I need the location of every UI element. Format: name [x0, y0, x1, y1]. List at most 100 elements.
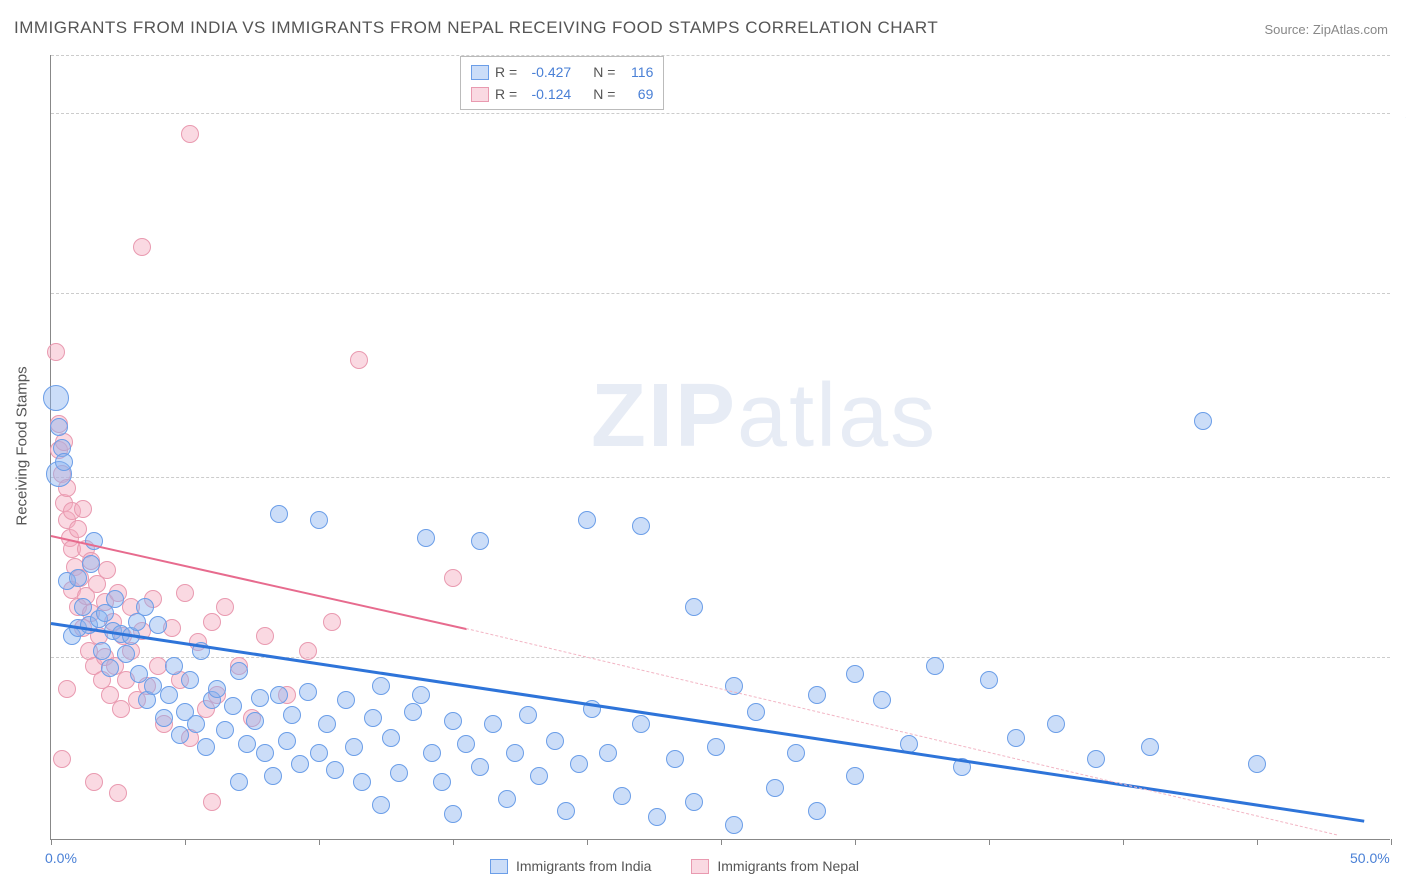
scatter-point	[74, 598, 92, 616]
watermark: ZIPatlas	[591, 365, 937, 468]
scatter-point	[412, 686, 430, 704]
scatter-point	[310, 511, 328, 529]
x-axis-label: 50.0%	[1350, 850, 1390, 866]
scatter-point	[350, 351, 368, 369]
scatter-point	[725, 816, 743, 834]
legend-item-label: Immigrants from Nepal	[717, 858, 859, 874]
y-tick-label: 12.5%	[1395, 469, 1406, 485]
scatter-point	[1047, 715, 1065, 733]
scatter-point	[216, 721, 234, 739]
legend-swatch	[471, 65, 489, 80]
scatter-point	[498, 790, 516, 808]
scatter-point	[251, 689, 269, 707]
scatter-point	[530, 767, 548, 785]
x-tick	[51, 839, 52, 845]
x-tick	[1391, 839, 1392, 845]
scatter-point	[846, 767, 864, 785]
scatter-point	[471, 532, 489, 550]
scatter-point	[980, 671, 998, 689]
legend-bottom: Immigrants from India Immigrants from Nep…	[490, 858, 859, 874]
legend-item: Immigrants from India	[490, 858, 651, 874]
scatter-point	[390, 764, 408, 782]
scatter-point	[224, 697, 242, 715]
y-axis-title: Receiving Food Stamps	[14, 366, 31, 525]
legend-n-value: 69	[621, 86, 653, 102]
scatter-point	[648, 808, 666, 826]
scatter-point	[69, 520, 87, 538]
scatter-point	[264, 767, 282, 785]
scatter-point	[613, 787, 631, 805]
gridline	[51, 113, 1390, 114]
legend-r-label: R =	[495, 64, 517, 80]
scatter-point	[787, 744, 805, 762]
scatter-point	[74, 500, 92, 518]
scatter-point	[873, 691, 891, 709]
legend-r-value: -0.427	[523, 64, 571, 80]
watermark-bold: ZIP	[591, 366, 737, 466]
scatter-point	[106, 590, 124, 608]
legend-swatch	[471, 87, 489, 102]
x-tick	[453, 839, 454, 845]
scatter-point	[101, 659, 119, 677]
scatter-point	[98, 561, 116, 579]
scatter-point	[136, 598, 154, 616]
legend-n-label: N =	[593, 86, 615, 102]
gridline	[51, 657, 1390, 658]
scatter-point	[707, 738, 725, 756]
scatter-point	[747, 703, 765, 721]
scatter-point	[444, 712, 462, 730]
scatter-point	[372, 796, 390, 814]
scatter-point	[570, 755, 588, 773]
scatter-point	[155, 709, 173, 727]
scatter-point	[187, 715, 205, 733]
scatter-point	[256, 744, 274, 762]
scatter-point	[208, 680, 226, 698]
scatter-point	[160, 686, 178, 704]
scatter-point	[364, 709, 382, 727]
x-axis-label: 0.0%	[45, 850, 77, 866]
scatter-point	[112, 700, 130, 718]
y-tick-label: 18.8%	[1395, 285, 1406, 301]
scatter-point	[318, 715, 336, 733]
scatter-point	[506, 744, 524, 762]
scatter-point	[337, 691, 355, 709]
scatter-point	[55, 453, 73, 471]
scatter-point	[444, 805, 462, 823]
scatter-point	[109, 784, 127, 802]
x-tick	[1257, 839, 1258, 845]
scatter-point	[632, 715, 650, 733]
x-tick	[989, 839, 990, 845]
scatter-point	[270, 686, 288, 704]
scatter-point	[846, 665, 864, 683]
scatter-point	[181, 125, 199, 143]
scatter-point	[423, 744, 441, 762]
watermark-light: atlas	[737, 366, 937, 466]
scatter-point	[808, 686, 826, 704]
scatter-point	[47, 343, 65, 361]
scatter-point	[181, 671, 199, 689]
scatter-point	[546, 732, 564, 750]
scatter-point	[666, 750, 684, 768]
scatter-point	[1141, 738, 1159, 756]
source-label: Source: ZipAtlas.com	[1264, 22, 1388, 37]
scatter-point	[632, 517, 650, 535]
scatter-point	[578, 511, 596, 529]
scatter-point	[203, 793, 221, 811]
gridline	[51, 55, 1390, 56]
plot-area: ZIPatlas 6.3%12.5%18.8%25.0%	[50, 55, 1390, 840]
scatter-point	[404, 703, 422, 721]
x-tick	[185, 839, 186, 845]
scatter-point	[133, 238, 151, 256]
scatter-point	[457, 735, 475, 753]
scatter-point	[1007, 729, 1025, 747]
gridline	[51, 293, 1390, 294]
scatter-point	[372, 677, 390, 695]
scatter-point	[85, 773, 103, 791]
scatter-point	[484, 715, 502, 733]
legend-n-value: 116	[621, 64, 653, 80]
scatter-point	[149, 616, 167, 634]
chart-title: IMMIGRANTS FROM INDIA VS IMMIGRANTS FROM…	[14, 18, 938, 38]
x-tick	[587, 839, 588, 845]
scatter-point	[299, 683, 317, 701]
legend-stats: R =-0.427N =116R =-0.124N =69	[460, 56, 664, 110]
